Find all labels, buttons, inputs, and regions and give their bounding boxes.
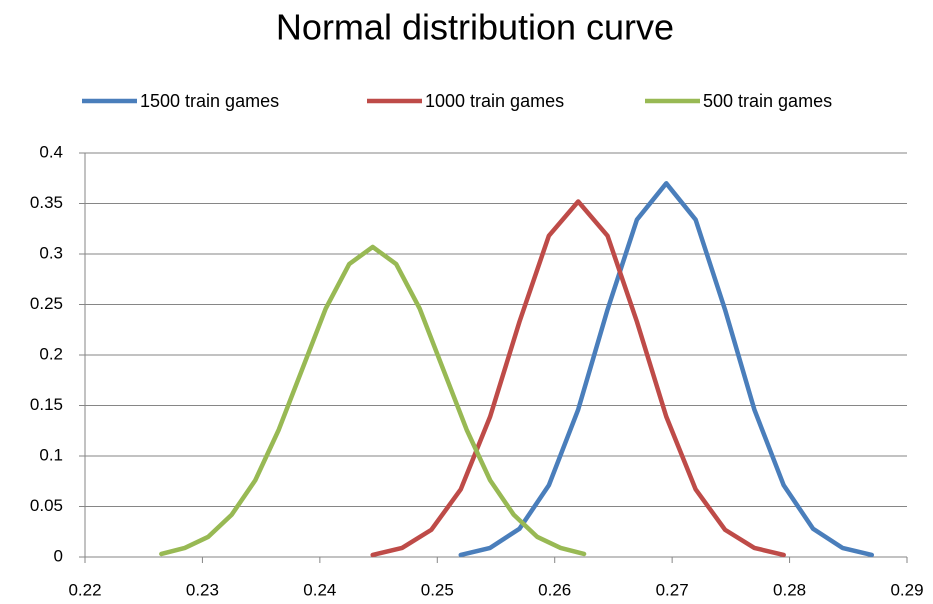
series-line: [370, 199, 786, 558]
x-tick-label: 0.26: [538, 580, 571, 599]
series-line: [159, 244, 587, 557]
x-tick-label: 0.27: [656, 580, 689, 599]
x-tick-label: 0.29: [890, 580, 923, 599]
y-tick-label: 0.1: [39, 445, 63, 464]
y-tick-label: 0.3: [39, 243, 63, 262]
x-tick-label: 0.22: [68, 580, 101, 599]
legend: 1500 train games 1000 train games 500 trai…: [82, 91, 832, 111]
y-tick-label: 0.2: [39, 344, 63, 363]
y-tick-label: 0.25: [30, 294, 63, 313]
y-tick-label: 0.35: [30, 193, 63, 212]
legend-label: 1500 train games: [140, 91, 279, 111]
y-tick-label: 0.4: [39, 142, 63, 161]
x-tick-label: 0.23: [186, 580, 219, 599]
x-tick-label: 0.25: [421, 580, 454, 599]
x-tick-label: 0.24: [303, 580, 336, 599]
legend-label: 500 train games: [703, 91, 832, 111]
chart-title: Normal distribution curve: [276, 7, 674, 48]
y-tick-label: 0.05: [30, 496, 63, 515]
x-tick-label: 0.28: [773, 580, 806, 599]
y-tick-label: 0: [54, 546, 63, 565]
series-line: [458, 181, 875, 558]
legend-label: 1000 train games: [425, 91, 564, 111]
y-tick-label: 0.15: [30, 395, 63, 414]
